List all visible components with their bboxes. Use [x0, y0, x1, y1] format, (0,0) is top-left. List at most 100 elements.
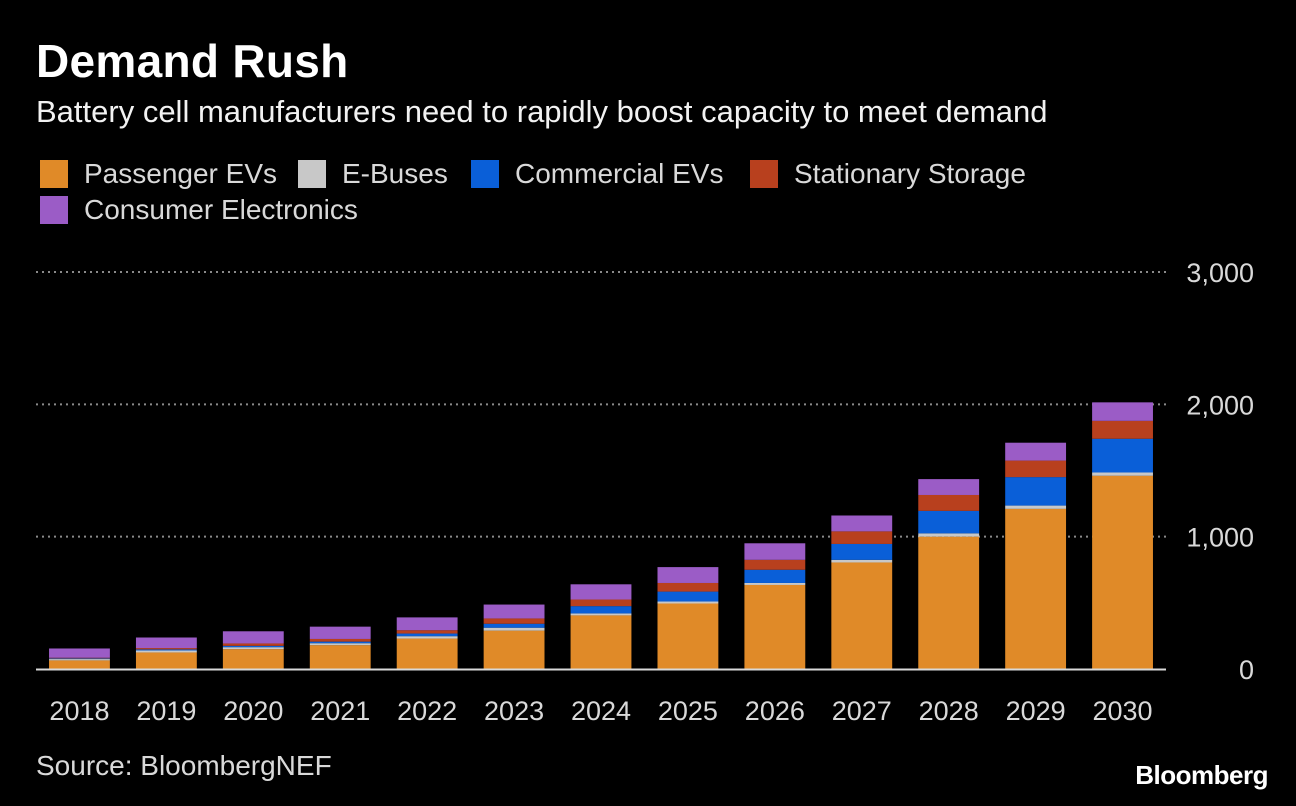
legend-swatch-stationary-storage: [750, 160, 778, 188]
bar-passenger-evs-2018: [49, 660, 110, 669]
bar-passenger-evs-2027: [831, 562, 893, 669]
x-tick-label-2023: 2023: [484, 696, 544, 726]
bar-e-buses-2022: [396, 636, 458, 639]
bar-commercial-evs-2022: [396, 633, 458, 637]
legend-label-e-buses: E-Buses: [342, 158, 448, 189]
x-tick-label-2020: 2020: [223, 696, 283, 726]
legend-label-commercial-evs: Commercial EVs: [515, 158, 724, 189]
bar-stationary-storage-2019: [135, 648, 197, 650]
bar-e-buses-2019: [135, 650, 197, 653]
bar-consumer-electronics-2018: [49, 648, 110, 658]
legend-swatch-e-buses: [298, 160, 326, 188]
bloomberg-logo: Bloomberg: [1135, 760, 1268, 790]
bar-commercial-evs-2029: [1005, 477, 1067, 506]
bar-e-buses-2030: [1092, 472, 1153, 476]
bar-e-buses-2028: [918, 533, 980, 537]
y-tick-label-0: 0: [1239, 655, 1254, 685]
bar-e-buses-2029: [1005, 505, 1067, 509]
legend-swatch-commercial-evs: [471, 160, 499, 188]
bar-commercial-evs-2019: [135, 649, 197, 651]
x-tick-label-2025: 2025: [658, 696, 718, 726]
x-tick-label-2021: 2021: [310, 696, 370, 726]
bar-stationary-storage-2027: [831, 531, 893, 544]
legend-label-consumer-electronics: Consumer Electronics: [84, 194, 358, 225]
bar-e-buses-2018: [49, 659, 110, 661]
legend-item-stationary-storage: Stationary Storage: [750, 156, 1026, 192]
legend-item-commercial-evs: Commercial EVs: [471, 156, 723, 192]
bar-consumer-electronics-2020: [222, 631, 284, 644]
x-tick-label-2029: 2029: [1006, 696, 1066, 726]
bar-passenger-evs-2024: [570, 615, 632, 669]
bar-commercial-evs-2018: [49, 658, 110, 660]
bar-passenger-evs-2028: [918, 536, 980, 669]
bar-e-buses-2026: [744, 582, 806, 585]
y-tick-label-2000: 2,000: [1186, 390, 1254, 420]
bar-commercial-evs-2025: [657, 591, 719, 602]
bar-passenger-evs-2021: [309, 645, 371, 669]
bar-e-buses-2024: [570, 613, 632, 616]
x-tick-label-2028: 2028: [919, 696, 979, 726]
bar-e-buses-2023: [483, 627, 545, 631]
legend-swatch-passenger-evs: [40, 160, 68, 188]
legend-item-e-buses: E-Buses: [298, 156, 448, 192]
bar-consumer-electronics-2023: [483, 604, 545, 619]
bar-stationary-storage-2029: [1005, 460, 1067, 478]
bar-stationary-storage-2025: [657, 582, 719, 592]
x-tick-label-2027: 2027: [832, 696, 892, 726]
legend-label-stationary-storage: Stationary Storage: [794, 158, 1026, 189]
bar-e-buses-2027: [831, 559, 893, 563]
chart-title: Demand Rush: [36, 35, 349, 87]
bar-stationary-storage-2026: [744, 559, 806, 570]
bar-stationary-storage-2020: [222, 643, 284, 646]
x-tick-label-2026: 2026: [745, 696, 805, 726]
legend-label-passenger-evs: Passenger EVs: [84, 158, 277, 189]
bar-consumer-electronics-2021: [309, 626, 371, 639]
bar-consumer-electronics-2022: [396, 617, 458, 631]
chart-subtitle: Battery cell manufacturers need to rapid…: [36, 94, 1048, 129]
bar-passenger-evs-2029: [1005, 508, 1067, 669]
x-tick-label-2024: 2024: [571, 696, 631, 726]
bar-stationary-storage-2021: [309, 638, 371, 642]
bar-consumer-electronics-2025: [657, 567, 719, 583]
bar-e-buses-2025: [657, 601, 719, 604]
bar-stationary-storage-2028: [918, 494, 980, 511]
x-tick-label-2019: 2019: [136, 696, 196, 726]
bar-commercial-evs-2021: [309, 641, 371, 644]
bar-consumer-electronics-2019: [135, 637, 197, 649]
bar-consumer-electronics-2029: [1005, 442, 1067, 461]
bar-passenger-evs-2022: [396, 638, 458, 669]
bar-e-buses-2020: [222, 647, 284, 650]
legend-swatch-consumer-electronics: [40, 196, 68, 224]
bar-commercial-evs-2030: [1092, 438, 1153, 473]
bar-consumer-electronics-2028: [918, 479, 980, 495]
x-tick-label-2018: 2018: [49, 696, 109, 726]
bar-stationary-storage-2030: [1092, 420, 1153, 439]
bar-passenger-evs-2026: [744, 584, 806, 669]
bar-stationary-storage-2023: [483, 618, 545, 624]
bar-consumer-electronics-2030: [1092, 402, 1153, 421]
bar-commercial-evs-2024: [570, 606, 632, 614]
bar-consumer-electronics-2024: [570, 584, 632, 600]
y-tick-label-3000: 3,000: [1186, 258, 1254, 288]
bar-consumer-electronics-2026: [744, 543, 806, 560]
legend-item-passenger-evs: Passenger EVs: [40, 156, 277, 192]
bar-stationary-storage-2022: [396, 630, 458, 634]
bar-commercial-evs-2028: [918, 510, 980, 534]
bar-commercial-evs-2023: [483, 623, 545, 628]
bar-passenger-evs-2019: [135, 652, 197, 669]
bar-commercial-evs-2027: [831, 543, 893, 560]
bar-e-buses-2021: [309, 643, 371, 646]
bar-consumer-electronics-2027: [831, 515, 893, 532]
x-tick-label-2022: 2022: [397, 696, 457, 726]
bar-commercial-evs-2020: [222, 645, 284, 648]
y-tick-label-1000: 1,000: [1186, 523, 1254, 553]
x-tick-label-2030: 2030: [1092, 696, 1152, 726]
bar-passenger-evs-2020: [222, 649, 284, 669]
bar-passenger-evs-2023: [483, 630, 545, 669]
bar-passenger-evs-2030: [1092, 475, 1153, 669]
bar-commercial-evs-2026: [744, 569, 806, 583]
source-note: Source: BloombergNEF: [36, 750, 332, 781]
bar-stationary-storage-2018: [49, 657, 110, 659]
legend-item-consumer-electronics: Consumer Electronics: [40, 192, 358, 228]
